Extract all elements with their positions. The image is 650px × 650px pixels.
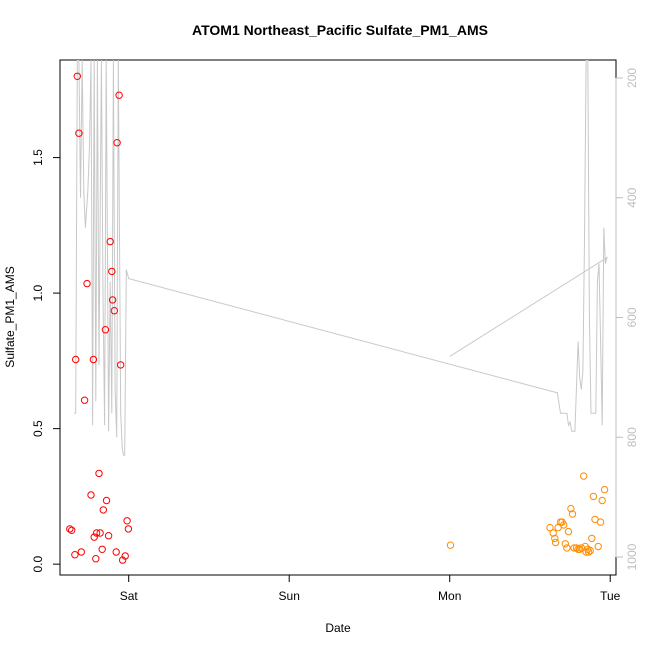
data-point xyxy=(589,492,598,501)
data-point xyxy=(115,91,123,99)
data-point xyxy=(99,506,108,514)
data-point xyxy=(90,533,98,541)
data-point xyxy=(110,307,119,315)
data-point xyxy=(101,326,110,334)
data-point xyxy=(95,469,103,478)
y2-tick-label: 600 xyxy=(625,307,639,327)
data-point xyxy=(89,355,98,364)
data-point xyxy=(83,279,91,288)
y-axis-label: Sulfate_PM1_AMS xyxy=(3,266,17,367)
data-point xyxy=(80,396,89,404)
plot-frame xyxy=(59,59,617,576)
data-point xyxy=(71,551,79,559)
data-point xyxy=(549,529,557,537)
data-point xyxy=(87,491,95,499)
data-point xyxy=(77,548,86,556)
data-point xyxy=(584,548,593,556)
data-point xyxy=(98,545,106,553)
x-tick-label: Sat xyxy=(120,589,139,603)
y-tick-label: 1.0 xyxy=(31,284,45,301)
data-point xyxy=(580,472,588,480)
data-point xyxy=(118,556,127,564)
data-point xyxy=(596,518,605,526)
data-point xyxy=(446,541,455,549)
x-axis: Sat Sun Mon Tue xyxy=(120,574,621,603)
data-point xyxy=(560,521,568,529)
chart-title: ATOM1 Northeast_Pacific Sulfate_PM1_AMS xyxy=(192,22,488,38)
data-point xyxy=(121,552,129,560)
data-point xyxy=(564,527,573,536)
data-point xyxy=(72,355,80,364)
y2-tick-label: 800 xyxy=(625,427,639,447)
data-point xyxy=(551,534,559,543)
data-point xyxy=(563,544,571,552)
x-tick-label: Mon xyxy=(438,589,461,603)
data-point xyxy=(551,538,560,547)
y2-tick-label: 400 xyxy=(625,187,639,207)
x-axis-label: Date xyxy=(325,621,351,635)
data-point xyxy=(568,510,577,518)
data-point xyxy=(92,529,101,537)
data-point xyxy=(598,496,606,505)
data-point xyxy=(112,548,120,556)
data-point xyxy=(561,540,569,548)
points-layer xyxy=(66,72,609,564)
data-point xyxy=(113,139,121,147)
data-point xyxy=(546,523,554,532)
data-point xyxy=(600,485,609,494)
data-point xyxy=(96,529,104,537)
line-layer xyxy=(74,60,608,456)
data-point xyxy=(117,361,125,369)
y2-tick-label: 1000 xyxy=(625,543,639,570)
secondary-y-axis: 200 400 600 800 1000 xyxy=(615,68,639,570)
data-point xyxy=(73,72,82,81)
data-point xyxy=(106,237,114,246)
data-point xyxy=(75,129,83,137)
data-point xyxy=(586,546,594,555)
data-point xyxy=(570,544,578,552)
data-point xyxy=(124,525,133,533)
data-point xyxy=(108,296,117,304)
x-tick-label: Sun xyxy=(279,589,300,603)
secondary-series-line xyxy=(74,60,608,456)
data-point xyxy=(123,517,131,525)
data-point xyxy=(567,504,575,513)
y-axis: 0.0 0.5 1.0 1.5 xyxy=(31,149,61,573)
data-point xyxy=(104,532,113,540)
x-tick-label: Tue xyxy=(600,589,621,603)
y-tick-label: 1.5 xyxy=(31,149,45,166)
data-point xyxy=(102,496,111,505)
data-point xyxy=(66,525,74,533)
data-point xyxy=(68,526,76,534)
y2-tick-label: 200 xyxy=(625,68,639,88)
y-tick-label: 0.5 xyxy=(31,420,45,437)
data-point xyxy=(108,267,116,276)
y-tick-label: 0.0 xyxy=(31,555,45,572)
data-point xyxy=(594,542,602,551)
data-point xyxy=(92,555,100,563)
data-point xyxy=(588,534,596,543)
